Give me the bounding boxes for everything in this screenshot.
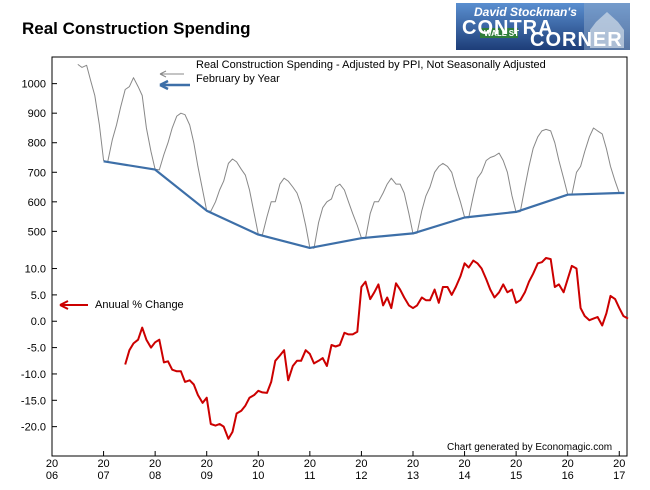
logo-top-text: David Stockman's (474, 5, 577, 19)
x-tick-label-bottom: 12 (355, 470, 367, 482)
upper-series (77, 63, 625, 249)
chart-credit: Chart generated by Economagic.com (447, 442, 612, 453)
capitol-dome-icon (590, 12, 624, 48)
upper-y-tick-label: 500 (28, 226, 46, 238)
lower-y-tick-label: -15.0 (21, 395, 46, 407)
x-tick-label-top: 20 (201, 458, 213, 470)
x-tick-label-top: 20 (149, 458, 161, 470)
x-tick-label-top: 20 (46, 458, 58, 470)
plot-frame (51, 56, 628, 457)
upper-y-tick-label: 700 (28, 167, 46, 179)
lower-y-tick-label: -20.0 (21, 422, 46, 434)
chart-title: Real Construction Spending (22, 19, 251, 38)
logo-left-word: CONTRA (462, 17, 554, 39)
x-tick-label-top: 20 (510, 458, 522, 470)
lower-y-tick-label: 0.0 (31, 316, 46, 328)
upper-y-tick-label: 1000 (22, 79, 46, 91)
monthly-spending-line (77, 63, 620, 249)
x-tick-label-bottom: 10 (252, 470, 264, 482)
x-tick-label-top: 20 (304, 458, 316, 470)
legend-arrow-blue-icon (159, 79, 169, 91)
february-by-year-line (103, 160, 625, 249)
legend-label-1: Real Construction Spending - Adjusted by… (196, 59, 546, 71)
x-tick-label-bottom: 16 (562, 470, 574, 482)
legend-upper-series-2: February by Year (159, 73, 280, 91)
legend-label-2: February by Year (196, 73, 280, 85)
upper-y-axis: 500 600 700 800 900 1000 (22, 79, 57, 238)
x-tick-label-top: 20 (407, 458, 419, 470)
wall-st-sign-icon (480, 28, 518, 38)
legend-upper-series-1: Real Construction Spending - Adjusted by… (159, 59, 546, 78)
x-tick-label-bottom: 17 (613, 470, 625, 482)
x-tick-label-bottom: 08 (149, 470, 161, 482)
lower-series (124, 257, 629, 440)
x-tick-label-bottom: 06 (46, 470, 58, 482)
x-tick-label-bottom: 11 (304, 470, 315, 482)
x-tick-label-top: 20 (355, 458, 367, 470)
lower-y-tick-label: 5.0 (31, 290, 46, 302)
legend-arrow-red-icon (59, 300, 69, 310)
x-tick-label-top: 20 (252, 458, 264, 470)
legend-label-3: Anuual % Change (95, 299, 184, 311)
logo-sign-text: WALL ST (484, 29, 519, 38)
x-tick-label-bottom: 07 (97, 470, 109, 482)
x-tick-label-top: 20 (562, 458, 574, 470)
lower-y-tick-label: 10.0 (25, 264, 46, 276)
x-axis: 2006200720082009201020112012201320142015… (46, 451, 625, 482)
annual-change-line (124, 257, 629, 440)
logo: WALL ST David Stockman's CONTRA CORNER (456, 3, 630, 51)
x-tick-label-top: 20 (458, 458, 470, 470)
legend-lower-series: Anuual % Change (59, 299, 184, 311)
upper-y-tick-label: 800 (28, 138, 46, 150)
upper-y-tick-label: 900 (28, 108, 46, 120)
legend-arrow-gray-icon (159, 70, 167, 78)
lower-y-tick-label: -10.0 (21, 369, 46, 381)
x-tick-label-bottom: 15 (510, 470, 522, 482)
x-tick-label-bottom: 13 (407, 470, 419, 482)
x-tick-label-top: 20 (97, 458, 109, 470)
x-tick-label-bottom: 09 (201, 470, 213, 482)
x-tick-label-top: 20 (613, 458, 625, 470)
lower-y-tick-label: -5.0 (27, 343, 46, 355)
x-tick-label-bottom: 14 (458, 470, 470, 482)
lower-y-axis: -20.0 -15.0 -10.0 -5.0 0.0 5.0 10.0 (21, 264, 57, 434)
upper-y-tick-label: 600 (28, 197, 46, 209)
logo-right-word: CORNER (530, 29, 623, 51)
